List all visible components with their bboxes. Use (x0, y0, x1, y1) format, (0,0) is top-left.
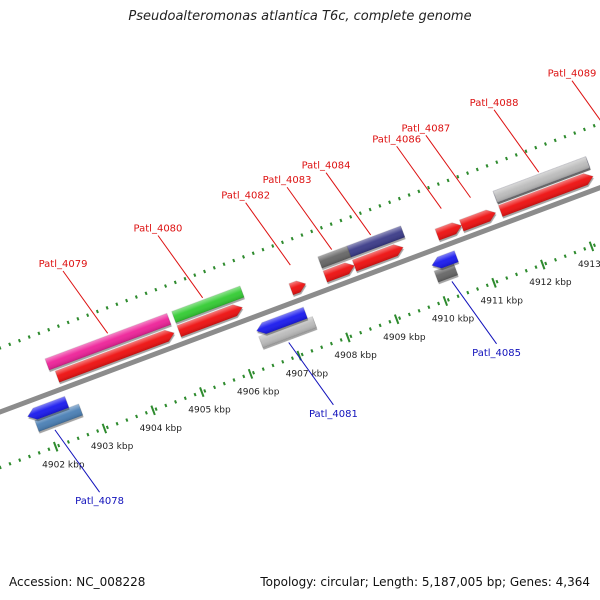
gene-arrow[interactable] (434, 220, 464, 241)
kbp-tick (247, 368, 254, 379)
gene-leader-line (425, 135, 471, 198)
kbp-label: 4906 kbp (237, 387, 280, 397)
gene-leader-line (325, 172, 372, 236)
kbp-label: 4913 kbp (578, 260, 600, 270)
gene-label[interactable]: Patl_4082 (221, 191, 270, 202)
lower-ruler (0, 243, 596, 470)
kbp-label: 4903 kbp (91, 442, 134, 452)
kbp-label: 4908 kbp (334, 351, 377, 361)
kbp-tick (442, 295, 449, 307)
gene-arrow[interactable] (176, 302, 245, 338)
gene-label[interactable]: Patl_4087 (401, 123, 450, 134)
gene-arrow[interactable] (351, 242, 405, 272)
gene-arrow[interactable] (288, 278, 308, 296)
map-title: Pseudoalteromonas atlantica T6c, complet… (128, 9, 472, 24)
kbp-label: 4911 kbp (481, 296, 524, 306)
kbp-label: 4905 kbp (188, 406, 231, 416)
kbp-label: 4912 kbp (529, 278, 572, 288)
gene-leader-line (54, 429, 101, 493)
gene-label[interactable]: Patl_4084 (302, 161, 351, 172)
gene-label[interactable]: Patl_4088 (470, 98, 519, 109)
feature-block[interactable] (44, 312, 172, 371)
gene-arrow[interactable] (54, 327, 176, 383)
kbp-tick (393, 314, 400, 325)
kbp-label: 4902 kbp (42, 460, 85, 470)
gene-leader-line (286, 186, 333, 250)
kbp-tick (101, 423, 108, 434)
feature-block[interactable] (171, 285, 245, 324)
gene-arrow[interactable] (255, 306, 308, 336)
gene-label[interactable]: Patl_4080 (134, 223, 183, 234)
kbp-tick (199, 387, 205, 398)
kbp-tick (540, 259, 546, 270)
gene-arrow[interactable] (430, 250, 459, 271)
gene-leader-line (396, 145, 442, 209)
gene-label[interactable]: Patl_4081 (309, 409, 358, 420)
gene-label[interactable]: Patl_4085 (472, 348, 521, 359)
kbp-label: 4910 kbp (432, 315, 475, 325)
gene-leader-line (245, 202, 291, 266)
gene-arrow[interactable] (26, 395, 70, 422)
feature-block[interactable] (346, 225, 406, 258)
gene-leader-line (493, 109, 540, 173)
gene-leader-line (451, 281, 497, 345)
gene-label[interactable]: Patl_4089 (548, 69, 597, 80)
gene-arrow[interactable] (498, 171, 595, 217)
kbp-label: 4909 kbp (383, 333, 426, 343)
gene-label[interactable]: Patl_4083 (263, 175, 312, 186)
gene-arrow[interactable] (322, 260, 356, 283)
kbp-tick (588, 241, 595, 252)
gene-label[interactable]: Patl_4079 (39, 259, 88, 270)
genome-backbone (0, 185, 600, 415)
gene-leader-line (157, 235, 204, 299)
accession-text: Accession: NC_008228 (9, 575, 146, 589)
kbp-tick (52, 441, 59, 452)
kbp-label: 4907 kbp (286, 369, 329, 379)
kbp-label: 4904 kbp (140, 424, 183, 434)
feature-block[interactable] (492, 156, 591, 203)
kbp-tick (150, 405, 156, 416)
gene-leader-line (62, 270, 109, 334)
gene-leader-line (288, 342, 334, 406)
genome-stats-text: Topology: circular; Length: 5,187,005 bp… (260, 575, 590, 589)
gene-label[interactable]: Patl_4086 (372, 134, 421, 145)
gene-leader-line (571, 80, 600, 121)
kbp-tick (345, 332, 351, 343)
kbp-tick (491, 277, 497, 288)
gene-label[interactable]: Patl_4078 (75, 496, 124, 507)
upper-ruler (0, 123, 596, 350)
gene-arrow[interactable] (459, 207, 497, 232)
